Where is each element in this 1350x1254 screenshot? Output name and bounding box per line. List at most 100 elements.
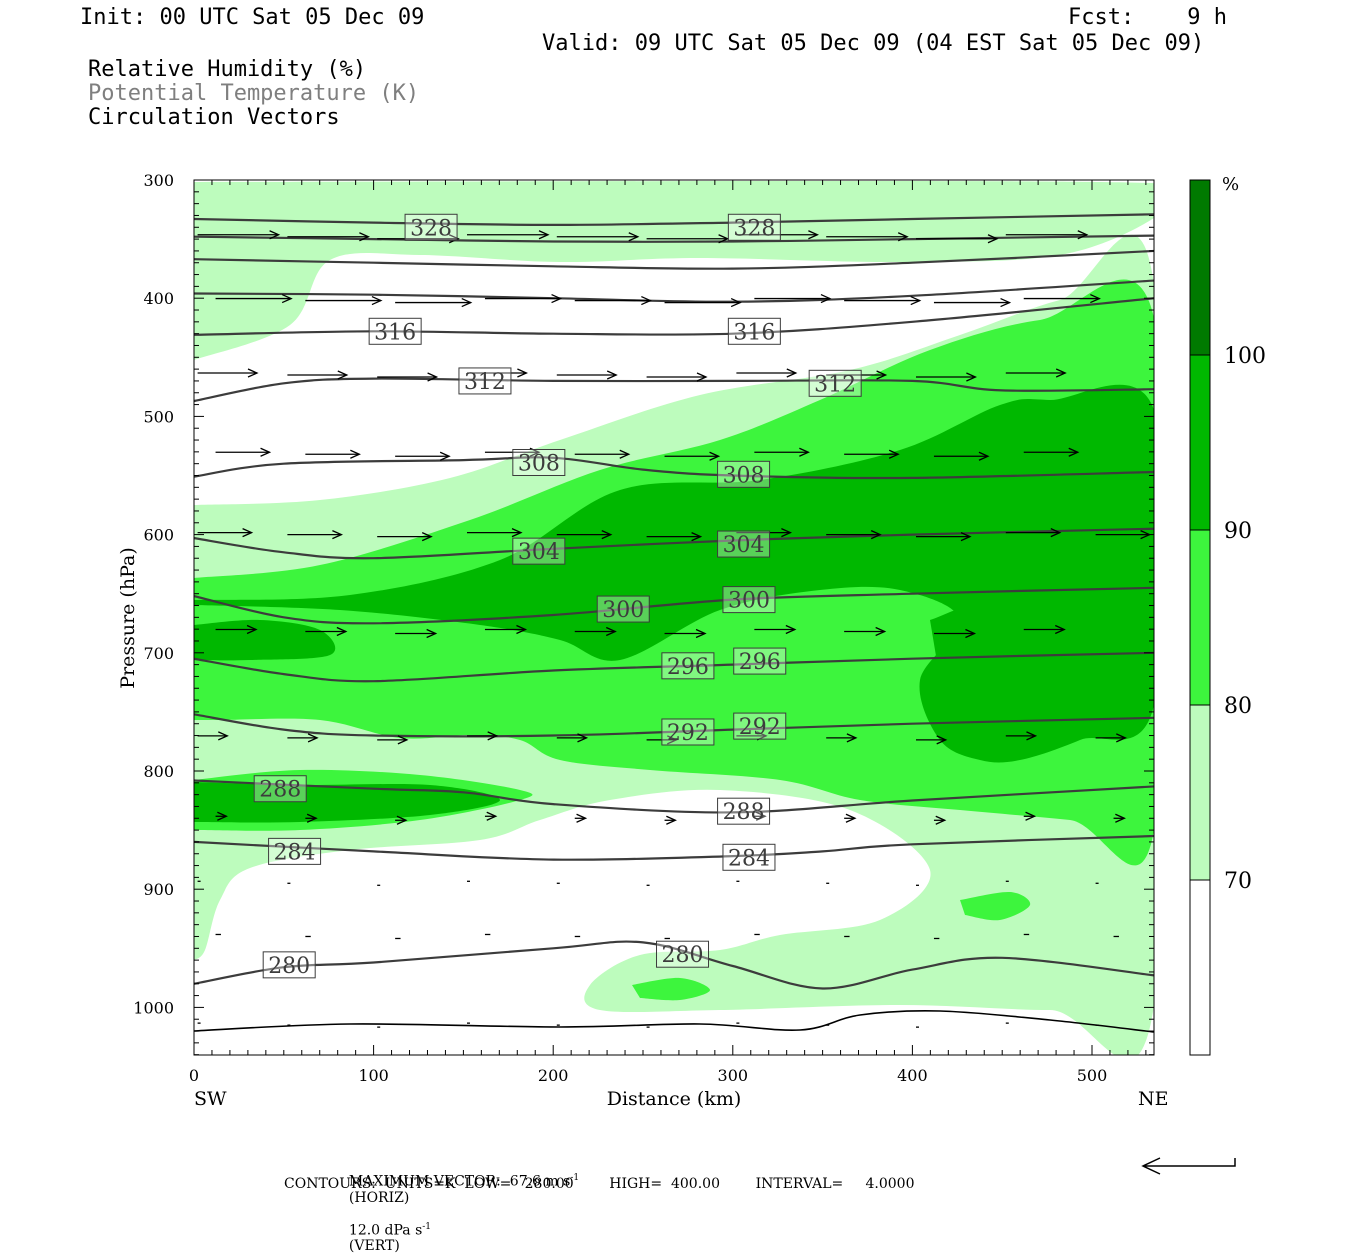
vector-arrow	[466, 528, 523, 538]
colorbar: 100 90 80 70%	[1189, 174, 1266, 1056]
vector-arrow	[844, 449, 900, 459]
vector-arrow	[215, 447, 272, 457]
vector-arrow	[197, 230, 281, 240]
vector-arrow	[826, 370, 888, 380]
y-tick-label: 800	[143, 762, 174, 781]
vector-arrow	[1005, 528, 1062, 538]
svg-text:296: 296	[667, 655, 709, 680]
vector-arrow	[736, 731, 768, 741]
theta-label-296: 296	[733, 647, 787, 675]
theta-contour-300	[194, 586, 1154, 625]
theta-label-288: 288	[253, 775, 307, 803]
vector-arrow	[664, 451, 721, 461]
theta-label-304: 304	[717, 530, 771, 558]
vector-arrow	[646, 532, 703, 542]
vector-arrow	[287, 232, 370, 242]
vector-arrow	[484, 624, 528, 635]
theta-label-308: 308	[717, 460, 771, 488]
circulation-vectors	[197, 230, 1152, 1028]
vector-arrow	[215, 811, 228, 821]
relative-humidity-fill	[194, 181, 1154, 1055]
vector-arrow	[556, 530, 613, 540]
vector-arrow	[933, 451, 990, 461]
colorbar-level-label: 70	[1224, 869, 1252, 894]
vector-arrow	[754, 447, 810, 457]
theta-contour-304	[194, 527, 1154, 560]
x-tick-label: 400	[897, 1066, 928, 1085]
vector-arrow	[215, 624, 258, 635]
vector-arrow	[466, 230, 550, 240]
y-tick-label: 900	[143, 880, 174, 899]
theta-label-292: 292	[661, 718, 715, 746]
rh-90-lower	[194, 782, 500, 823]
footer-max-vector: MAXIMUM VECTOR: 67.6 m s-1 (HORIZ) 12.0 …	[348, 1173, 580, 1254]
vector-arrow	[556, 370, 618, 380]
theta-contour-280	[194, 940, 1154, 990]
vector-arrow	[197, 368, 259, 378]
y-tick-label: 300	[143, 171, 174, 190]
field-label-theta: Potential Temperature (K)	[88, 81, 420, 106]
field-label-rh: Relative Humidity (%)	[88, 57, 367, 82]
vector-arrow	[664, 628, 707, 639]
theta-contour-318	[194, 279, 1154, 303]
theta-contour-labels: 328 328 316 316 312 312 308 308 304 304 300 300 296 2…	[253, 213, 862, 979]
svg-text:296: 296	[739, 650, 781, 675]
vector-arrow	[1005, 731, 1038, 741]
valid-time: Valid: 09 UTC Sat 05 Dec 09 (04 EST Sat …	[542, 31, 1205, 56]
vector-arrow	[395, 297, 473, 308]
vector-arrow	[1005, 230, 1089, 240]
vector-arrow	[215, 293, 293, 304]
theta-contour-320	[194, 249, 1154, 270]
theta-label-292: 292	[733, 712, 787, 740]
colorbar-segment	[1189, 179, 1211, 356]
vector-arrow	[377, 234, 460, 244]
vector-arrow	[754, 624, 797, 635]
vector-arrow	[1023, 624, 1066, 635]
vector-arrow	[305, 813, 318, 823]
theta-contour-328	[194, 213, 1154, 227]
vector-arrow	[305, 295, 383, 306]
vector-arrow	[915, 234, 999, 244]
vector-arrow	[484, 811, 498, 821]
x-tick-label: 300	[718, 1066, 749, 1085]
theta-label-316: 316	[727, 317, 781, 345]
rh-80-surface	[632, 977, 710, 1001]
vector-arrow	[574, 295, 652, 306]
theta-label-328: 328	[404, 213, 458, 241]
vector-arrow	[933, 815, 947, 825]
theta-contour-316	[194, 297, 1154, 336]
y-tick-label: 700	[143, 644, 174, 663]
vector-arrow	[664, 815, 677, 825]
colorbar-level-label: 90	[1224, 519, 1252, 544]
x-end-label-ne: NE	[1138, 1088, 1169, 1110]
theta-label-280: 280	[656, 940, 710, 968]
rh-90-main	[194, 384, 1154, 763]
svg-text:300: 300	[602, 598, 644, 623]
svg-text:312: 312	[814, 372, 856, 397]
vector-arrow	[915, 735, 948, 745]
y-axis-label: Pressure (hPa)	[117, 547, 139, 689]
axes: 300 400 500 600 700 800 900 1000 0 100 200 300 400 50…	[117, 171, 1169, 1110]
vector-arrow	[574, 813, 588, 823]
vector-arrow	[826, 733, 858, 743]
colorbar-segment	[1189, 529, 1211, 706]
colorbar-segment	[1189, 704, 1211, 881]
vector-arrow	[574, 626, 617, 637]
vector-arrow	[933, 628, 977, 639]
vector-arrow	[574, 449, 631, 459]
svg-text:328: 328	[410, 216, 452, 241]
vector-arrow	[754, 293, 832, 304]
svg-text:288: 288	[723, 800, 765, 825]
theta-contour-292	[194, 713, 1154, 738]
rh-70-upper	[194, 181, 1154, 360]
svg-text:284: 284	[274, 840, 316, 865]
vector-arrow	[484, 293, 563, 304]
footer-contours: CONTOURS: UNITS=K LOW= 280.00 HIGH= 400.…	[284, 1176, 915, 1192]
init-time: Init: 00 UTC Sat 05 Dec 09	[80, 5, 425, 30]
svg-text:316: 316	[374, 320, 416, 345]
theta-label-284: 284	[268, 837, 322, 865]
vector-arrow	[736, 230, 819, 240]
colorbar-unit: %	[1222, 174, 1239, 195]
vector-arrow	[305, 626, 348, 637]
vector-arrow	[197, 528, 254, 538]
